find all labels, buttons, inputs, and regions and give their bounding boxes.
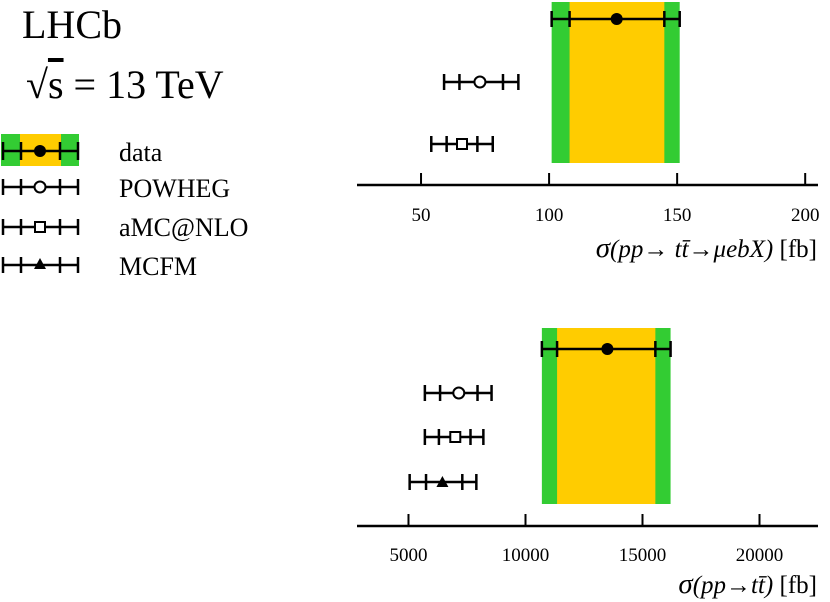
fiducial-sigma: σ [596, 232, 612, 264]
fiducial-process: (pp→ tt̄→μebX) [610, 236, 773, 263]
legend-label-powheg: POWHEG [119, 174, 230, 203]
fiducial-panel-powheg-marker [473, 75, 487, 89]
fiducial-panel-tick-label: 50 [412, 205, 431, 226]
energy-s: s [48, 62, 64, 107]
fiducial-axis-title: σ(pp→ tt̄→μebX) [fb] [596, 232, 817, 264]
legend-entry-mcfm: MCFM [1, 252, 197, 281]
legend-label-amcnlo: aMC@NLO [119, 213, 248, 242]
inclusive-panel-powheg-marker [452, 386, 466, 400]
inclusive-panel-data-marker [601, 343, 614, 355]
fiducial-unit: [fb] [773, 236, 817, 263]
inclusive-panel-mcfm-marker [436, 476, 449, 487]
inclusive-panel-stat-uncertainty-band [557, 328, 656, 504]
legend: data POWHEG aMC@NLO MCFM [1, 134, 248, 281]
fiducial-panel-tick-label: 200 [791, 205, 820, 226]
fiducial-panel-tick-label: 100 [535, 205, 564, 226]
legend-open-circle-marker [33, 180, 47, 194]
legend-label-data: data [119, 138, 163, 167]
inclusive-process: (pp→tt̄) [693, 572, 774, 599]
fiducial-panel-stat-uncertainty-band [569, 2, 665, 163]
legend-open-square-marker [34, 221, 46, 233]
legend-entry-amcnlo: aMC@NLO [1, 213, 248, 242]
inclusive-panel-tick-label: 5000 [389, 545, 427, 566]
fiducial-cross-section-panel: 50 100 150 200 [357, 2, 819, 226]
experiment-label: LHCb [22, 2, 122, 47]
legend-entry-powheg: POWHEG [1, 174, 230, 203]
sqrt-sign: √ [26, 62, 48, 107]
inclusive-cross-section-panel: 5000 10000 15000 20000 [357, 328, 818, 566]
inclusive-panel-tick-label: 15000 [619, 545, 667, 566]
legend-filled-triangle-marker [34, 258, 46, 269]
inclusive-sigma: σ [678, 568, 694, 600]
inclusive-panel-tick-label: 20000 [736, 545, 784, 566]
fiducial-panel-amc-nlo-marker [456, 138, 469, 150]
fiducial-panel-data-marker [610, 13, 623, 25]
legend-filled-circle-marker [34, 145, 46, 157]
inclusive-panel-amc-nlo-marker [449, 431, 462, 443]
inclusive-panel-tick-label: 10000 [502, 545, 550, 566]
inclusive-unit: [fb] [773, 572, 817, 599]
legend-entry-data: data [1, 134, 163, 167]
inclusive-axis-title: σ(pp→tt̄) [fb] [678, 568, 817, 600]
fiducial-panel-tick-label: 150 [663, 205, 692, 226]
energy-label: √s = 13 TeV [26, 62, 224, 107]
legend-label-mcfm: MCFM [119, 252, 197, 281]
energy-value: = 13 TeV [64, 62, 224, 107]
